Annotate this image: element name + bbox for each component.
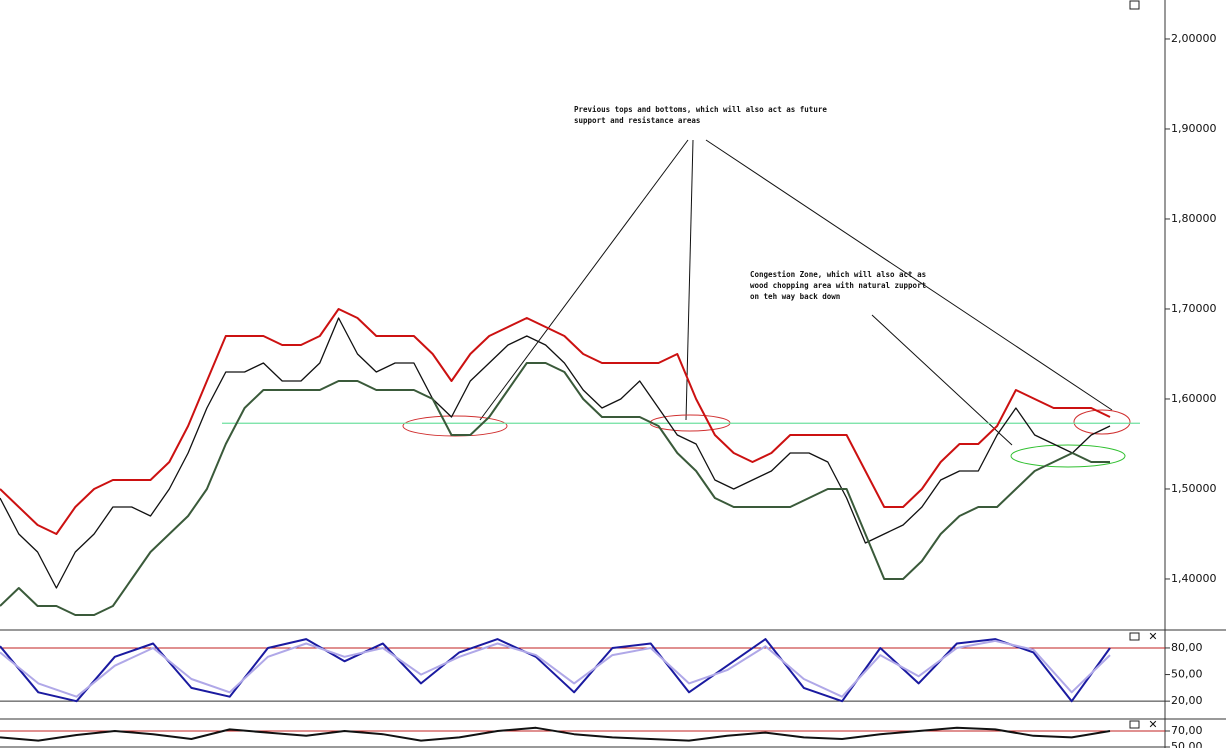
series-line [0,362,1110,616]
annotation: Congestion Zone, which will also act as [750,270,926,279]
annotation: Previous tops and bottoms, which will al… [574,105,827,114]
y-tick-label: 1,90000 [1171,122,1217,135]
y-tick-label: 1,50000 [1171,482,1217,495]
y-tick-label: 1,70000 [1171,302,1217,315]
y-tick-label: 1,80000 [1171,212,1217,225]
window-icon[interactable] [1129,720,1140,729]
y-tick-label: 70,00 [1171,724,1203,737]
y-tick-label: 50,00 [1171,668,1203,681]
y-tick-label: 2,00000 [1171,32,1217,45]
window-icon[interactable] [1129,632,1140,641]
close-icon[interactable]: ✕ [1148,718,1157,731]
highlight-ellipse [402,415,508,437]
y-tick-label: 1,40000 [1171,572,1217,585]
series-line [0,639,1111,698]
window-icon[interactable] [1129,0,1140,10]
highlight-ellipse [1073,409,1131,435]
series-line [0,726,1111,742]
close-icon[interactable]: ✕ [1148,630,1157,643]
highlight-ellipse [1010,444,1126,468]
annotation-arrows [479,139,1113,446]
y-tick-label: 20,00 [1171,694,1203,707]
series-line [0,308,1111,535]
series-line [0,638,1111,703]
annotation: support and resistance areas [574,116,700,125]
annotation: wood chopping area with natural zupport [750,281,926,290]
y-tick-label: 1,60000 [1171,392,1217,405]
y-tick-label: 80,00 [1171,641,1203,654]
y-tick-label: 50,00 [1171,740,1203,748]
series-line [0,317,1111,589]
annotation: on teh way back down [750,292,840,301]
